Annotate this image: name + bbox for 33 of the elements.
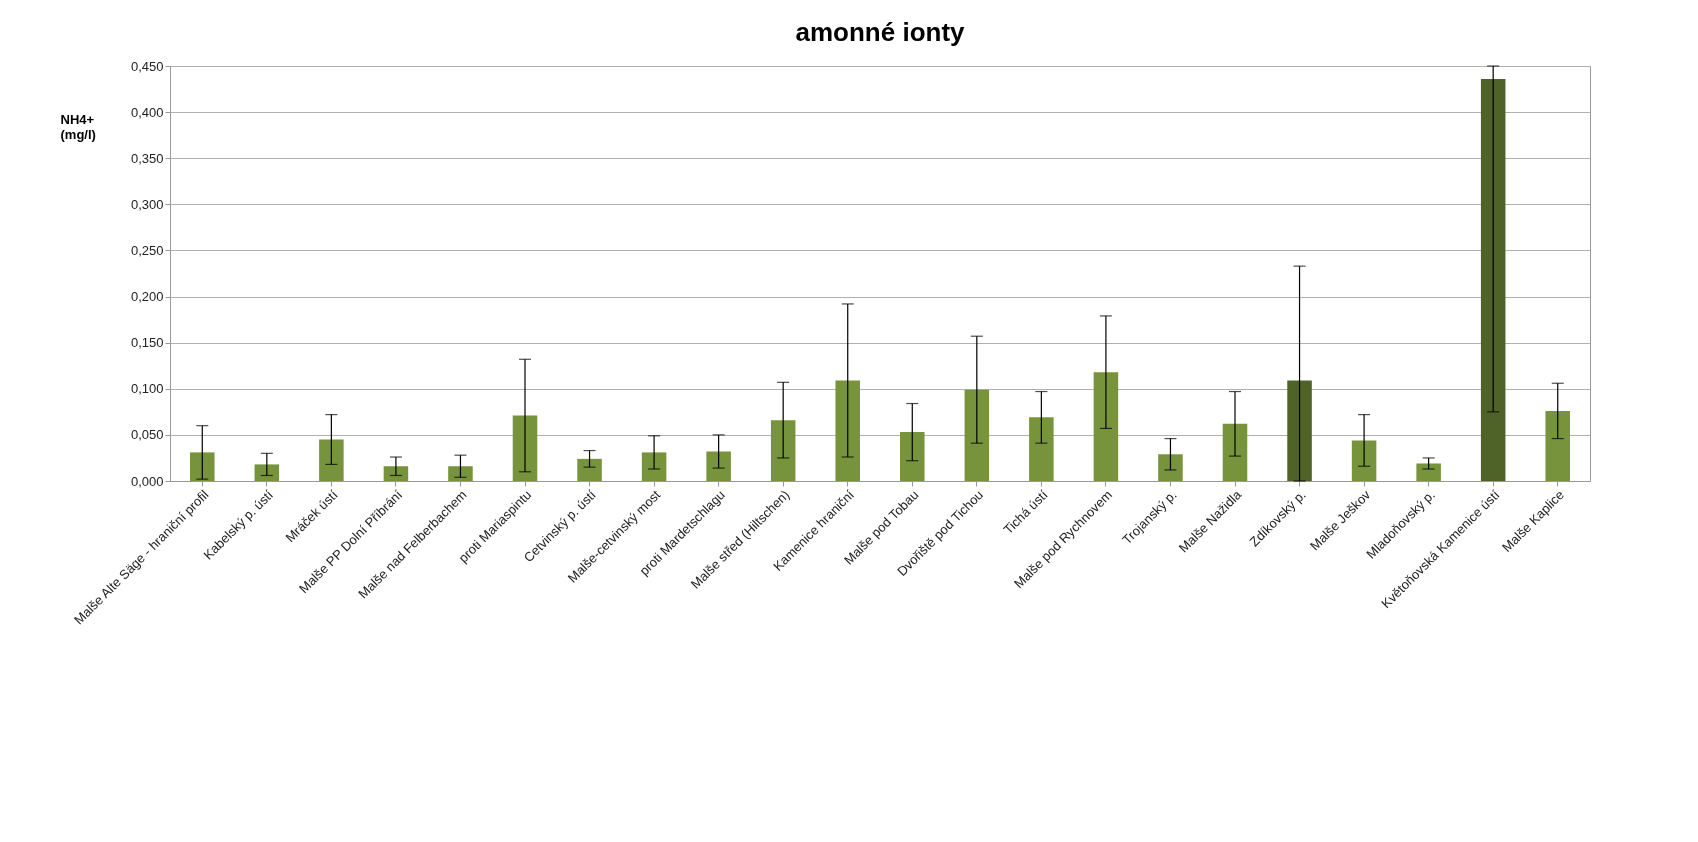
- bar: [190, 452, 215, 481]
- y-tick-label: 0,000: [130, 473, 164, 489]
- y-tick-label: 0,200: [130, 289, 164, 305]
- bar: [1029, 417, 1054, 481]
- bar: [835, 380, 860, 481]
- bar: [706, 451, 731, 481]
- y-tick-label: 0,450: [130, 58, 164, 74]
- y-tick-label: 0,350: [130, 150, 164, 166]
- y-tick-label: 0,300: [130, 196, 164, 212]
- bar: [1351, 440, 1377, 481]
- bar: [254, 464, 280, 481]
- y-tick-label: 0,250: [130, 242, 164, 258]
- bar: [577, 458, 602, 481]
- bar: [1287, 380, 1312, 481]
- bar: [1545, 410, 1570, 481]
- bar: [900, 432, 925, 481]
- bar: [319, 439, 344, 481]
- bar: [1158, 454, 1183, 481]
- bar: [964, 389, 990, 481]
- chart-title: amonné ionty: [795, 17, 966, 47]
- bar: [641, 452, 667, 481]
- bar: [1093, 372, 1119, 481]
- bar: [448, 466, 473, 481]
- bar: [770, 420, 796, 481]
- y-tick-label: 0,150: [130, 335, 164, 351]
- y-tick-label: 0,050: [130, 427, 164, 443]
- y-axis-title: NH4+ (mg/l): [60, 111, 96, 142]
- y-tick-label: 0,100: [130, 381, 164, 397]
- bar: [1222, 423, 1248, 481]
- bar: [1480, 78, 1506, 481]
- y-tick-label: 0,400: [130, 104, 164, 120]
- bar: [383, 466, 409, 481]
- bar: [1416, 463, 1441, 481]
